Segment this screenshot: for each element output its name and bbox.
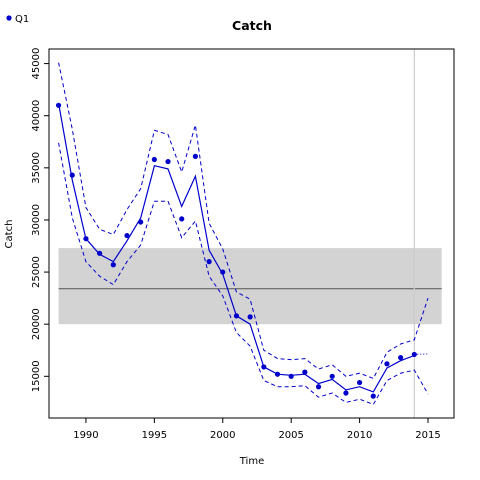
observed-point (206, 259, 212, 265)
observed-point (233, 313, 240, 319)
observed-point (110, 262, 116, 268)
observed-point (69, 172, 75, 178)
axis-layer: 1990 1995 2000 2005 2010 2015 15000 20000 25000 3… (31, 48, 455, 441)
legend: Q1 (6, 14, 29, 25)
observed-point (370, 393, 376, 399)
fitted-line (58, 103, 415, 393)
observed-point (384, 361, 390, 367)
y-tick-label: 35000 (31, 152, 42, 184)
observed-point (165, 158, 171, 165)
observed-point (192, 153, 199, 159)
observed-point (138, 219, 144, 225)
y-tick-label: 30000 (31, 204, 42, 236)
observed-point (398, 354, 404, 361)
reference-band-layer (58, 49, 442, 418)
x-tick-label: 1995 (142, 430, 167, 441)
observed-point (247, 314, 253, 320)
observed-point (83, 236, 89, 242)
reference-band (58, 248, 442, 325)
observed-point (288, 373, 294, 379)
observed-point (261, 364, 267, 370)
observed-point (151, 156, 157, 163)
lower-ci-line (58, 142, 429, 406)
series-layer (55, 62, 429, 406)
observed-point (411, 351, 417, 358)
observed-point (179, 216, 185, 222)
observed-point (356, 379, 363, 386)
x-tick-label: 2000 (210, 430, 235, 441)
x-tick-label: 2015 (415, 430, 440, 441)
chart-title: Catch (232, 18, 272, 33)
legend-label-q1: Q1 (15, 14, 29, 25)
observed-point (274, 371, 281, 377)
x-tick-label: 2005 (278, 430, 303, 441)
observed-point (315, 384, 322, 390)
y-tick-label: 25000 (31, 256, 42, 288)
observed-point (302, 369, 308, 375)
observed-point (329, 373, 335, 379)
observed-point (220, 269, 226, 275)
y-tick-label: 15000 (31, 360, 42, 392)
observed-point (55, 102, 62, 108)
observed-point (343, 390, 349, 396)
y-axis-label: Catch (4, 220, 15, 249)
projection-line (414, 353, 429, 355)
x-tick-label: 2010 (347, 430, 372, 441)
legend-marker-q1 (6, 15, 12, 21)
observed-point (124, 232, 130, 239)
x-tick-label: 1990 (73, 430, 98, 441)
x-axis-label: Time (239, 456, 264, 467)
upper-ci-line (58, 62, 429, 380)
plot-frame (48, 48, 455, 419)
y-tick-label: 45000 (31, 48, 42, 80)
y-tick-label: 40000 (31, 100, 42, 132)
y-tick-label: 20000 (31, 308, 42, 340)
observed-point (97, 250, 103, 256)
